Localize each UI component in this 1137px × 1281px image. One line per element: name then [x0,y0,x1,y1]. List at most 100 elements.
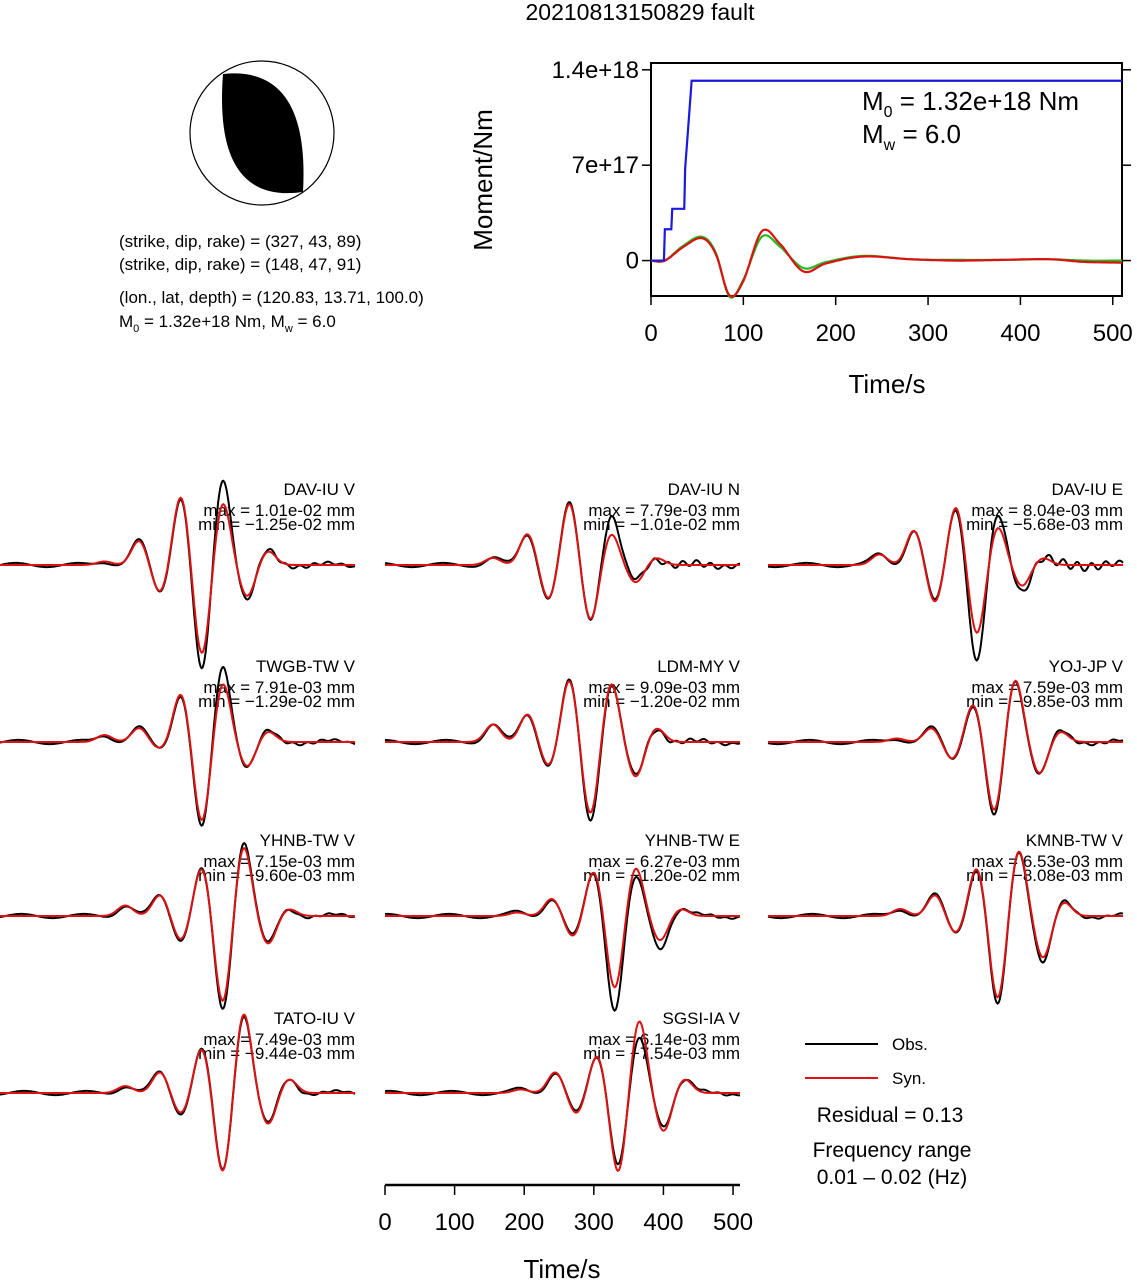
station-name: YOJ-JP V [1049,657,1124,676]
station-max: max = 7.59e-03 mm [971,678,1123,697]
station-max: max = 7.49e-03 mm [203,1030,355,1049]
moment-xtick-label: 500 [1093,320,1133,347]
station-max: max = 6.14e-03 mm [588,1030,740,1049]
station-max: max = 7.79e-03 mm [588,501,740,520]
mw-annotation-symbol: M [862,119,884,149]
station-max: max = 6.53e-03 mm [971,852,1123,871]
station-min: min = −1.29e-02 mm [198,692,355,711]
station-min: min = −1.20e-02 mm [583,692,740,711]
station-min: min = −7.54e-03 mm [583,1044,740,1063]
moment-series-green [651,234,1123,299]
moment-plot-lines [651,79,1123,299]
waveform-xtick-label: 400 [643,1209,683,1236]
synthetic-trace [768,506,1123,634]
station-name: LDM-MY V [657,657,740,676]
moment-ytick-label: 0 [626,248,639,275]
moment-ytick-label: 7e+17 [572,152,639,179]
m0-annotation-symbol: M [862,86,884,116]
station-name: DAV-IU V [284,480,356,499]
m0-symbol: M [119,312,133,331]
synthetic-trace [768,679,1123,811]
station-name: DAV-IU E [1052,480,1123,499]
moment-xtick-label: 300 [908,320,948,347]
synthetic-trace [385,867,740,989]
nodal-plane-2: (strike, dip, rake) = (148, 47, 91) [119,255,361,274]
synthetic-trace [0,496,355,654]
station-min: min = −8.08e-03 mm [966,866,1123,885]
synthetic-trace [0,683,355,821]
m0-annotation: M0 = 1.32e+18 Nm [862,86,1079,121]
beachball-compressional-quadrant [222,73,304,194]
station-min: min = −9.60e-03 mm [198,866,355,885]
station-max: max = 9.09e-03 mm [588,678,740,697]
synthetic-trace [0,1013,355,1172]
observed-trace [0,841,356,1011]
station-min: min = −9.44e-03 mm [198,1044,355,1063]
figure-title: 20210813150829 fault [526,0,756,25]
moment-rate-plot: 07e+171.4e+180 100 200 300 400 500 Moment/Nm … [468,57,1133,399]
synthetic-trace [0,847,355,1002]
station-name: TWGB-TW V [256,657,356,676]
station-min: min = −9.85e-03 mm [966,692,1123,711]
synthetic-trace [385,1020,740,1173]
waveform-xlabel: Time/s [523,1254,600,1281]
m0-value-text: = 1.32e+18 Nm, M [139,312,285,331]
moment-summary: M0 = 1.32e+18 Nm, Mw = 6.0 [119,312,336,335]
m0-subscript: 0 [133,323,139,335]
station-min: min = −1.20e-02 mm [583,866,740,885]
m0-annotation-sub: 0 [884,104,893,121]
waveform-xtick-label: 500 [713,1209,753,1236]
moment-plot-ticks: 0 7e+17 1.4e+18 0 100 200 300 400 500 [552,57,1133,347]
m0-annotation-value: = 1.32e+18 Nm [893,86,1079,116]
waveform-xtick-label: 0 [378,1209,391,1236]
moment-ytick-label: 1.4e+18 [552,57,639,84]
station-max: max = 1.01e-02 mm [203,501,355,520]
mw-annotation-sub: w [883,137,896,154]
station-max: max = 7.91e-03 mm [203,678,355,697]
moment-xtick-label: 100 [723,320,763,347]
nodal-plane-1: (strike, dip, rake) = (327, 43, 89) [119,232,361,251]
moment-xtick-label: 200 [816,320,856,347]
station-name: DAV-IU N [668,480,740,499]
synthetic-trace [385,503,740,620]
frequency-label: Frequency range [813,1139,972,1162]
moment-plot-frame [650,62,1123,297]
station-name: SGSI-IA V [663,1009,741,1028]
legend-obs-label: Obs. [892,1035,928,1054]
legend-syn-label: Syn. [892,1069,926,1088]
beachball [189,60,335,206]
station-min: min = −5.68e-03 mm [966,515,1123,534]
mw-value-text: = 6.0 [293,312,336,331]
waveform-time-axis: 0 100 200 300 400 500 [378,1183,753,1236]
station-name: TATO-IU V [274,1009,356,1028]
observed-trace [385,872,741,1012]
station-min: min = −1.25e-02 mm [198,515,355,534]
station-min: min = −1.01e-02 mm [583,515,740,534]
station-name: YHNB-TW E [645,831,740,850]
legend: Obs. Syn. Residual = 0.13 Frequency rang… [805,1035,971,1189]
moment-series-red [651,228,1123,298]
moment-xtick-label: 400 [1000,320,1040,347]
moment-ylabel: Moment/Nm [468,109,498,251]
synthetic-trace [768,850,1123,999]
mw-annotation: Mw = 6.0 [862,119,961,154]
waveform-xtick-label: 100 [435,1209,475,1236]
station-name: YHNB-TW V [260,831,356,850]
waveform-xtick-label: 300 [574,1209,614,1236]
moment-xlabel: Time/s [848,369,925,399]
station-max: max = 8.04e-03 mm [971,501,1123,520]
moment-series-blue [651,79,1122,262]
waveform-xtick-label: 200 [504,1209,544,1236]
